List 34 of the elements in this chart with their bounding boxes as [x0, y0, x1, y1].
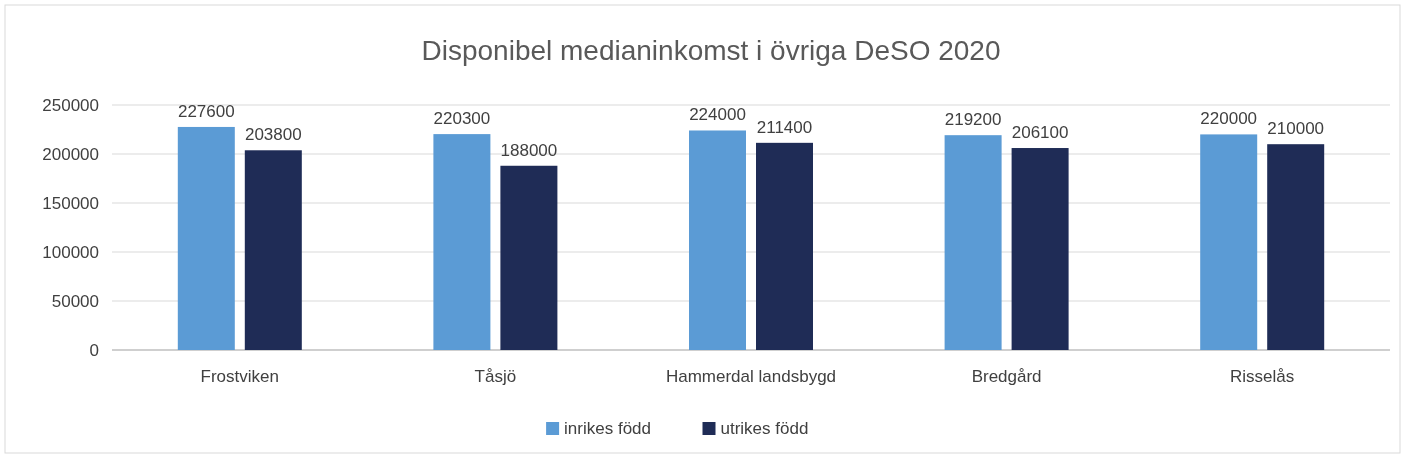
y-tick-label: 100000	[42, 242, 99, 262]
bar	[433, 134, 491, 350]
bar	[244, 150, 302, 350]
bar	[756, 142, 813, 350]
x-tick-label: Bredgård	[971, 367, 1042, 386]
x-tick-label: Risselås	[1230, 367, 1295, 386]
bar	[944, 135, 1002, 350]
x-tick-label: Hammerdal landsbygd	[665, 367, 837, 386]
data-label: 210000	[1267, 119, 1325, 139]
data-label: 220300	[433, 109, 491, 129]
y-tick-label: 0	[89, 340, 99, 360]
bar	[500, 165, 558, 350]
data-label: 203800	[244, 125, 302, 145]
x-tick-label: Frostviken	[200, 367, 280, 386]
bar	[689, 130, 746, 350]
data-label: 220000	[1200, 109, 1258, 129]
chart-title: Disponibel medianinkomst i övriga DeSO 2020	[421, 35, 1001, 66]
legend-label: utrikes född	[720, 419, 809, 438]
data-label: 211400	[756, 117, 813, 137]
data-label: 219200	[944, 110, 1002, 130]
data-label: 188000	[500, 140, 558, 160]
data-label: 227600	[177, 101, 235, 121]
legend-label: inrikes född	[564, 419, 652, 438]
data-label: 224000	[689, 105, 746, 125]
bar	[1267, 144, 1325, 350]
data-label: 206100	[1011, 123, 1069, 143]
y-tick-label: 150000	[42, 193, 99, 213]
y-tick-label: 200000	[42, 144, 99, 164]
y-tick-label: 50000	[51, 291, 99, 311]
y-tick-label: 250000	[42, 95, 99, 115]
x-tick-label: Tåsjö	[474, 367, 517, 386]
bar	[1011, 148, 1069, 350]
bar	[1200, 134, 1258, 350]
bar	[177, 126, 235, 350]
